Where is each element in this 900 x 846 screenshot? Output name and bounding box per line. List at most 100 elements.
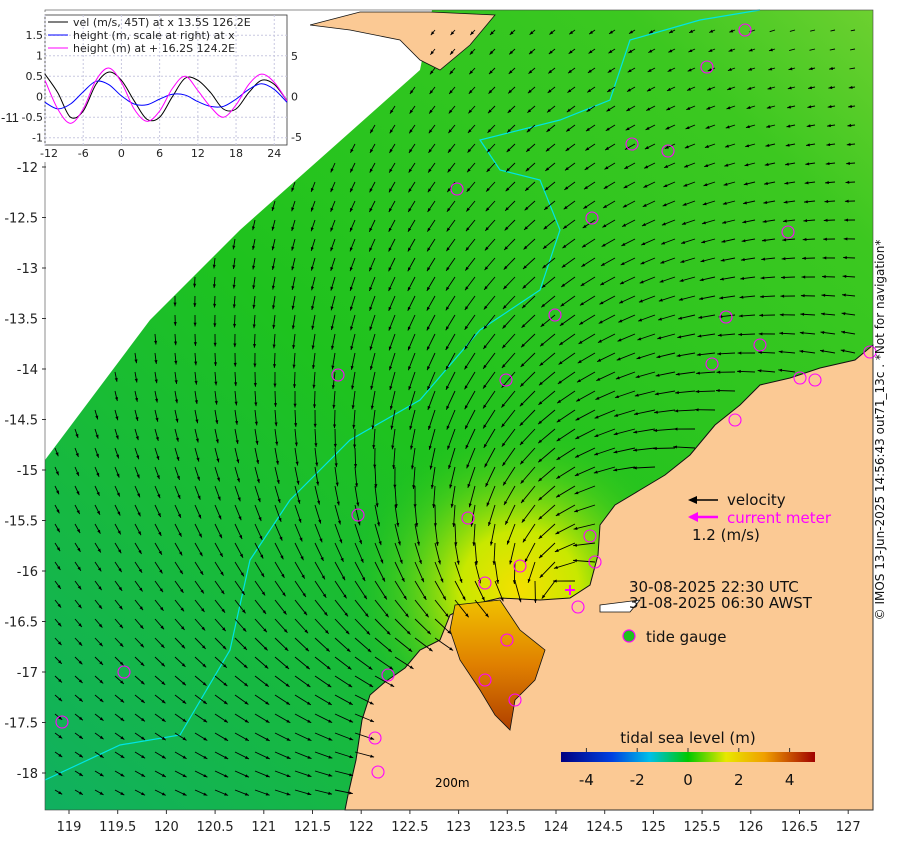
arrow-head xyxy=(783,200,788,204)
arrow-head xyxy=(487,129,492,133)
arrow-head xyxy=(540,342,544,347)
arrow-head xyxy=(409,665,414,669)
arrow-head xyxy=(224,774,229,778)
lat-tick-label: -17 xyxy=(17,666,38,681)
inset-legend-label: vel (m/s, 45T) at x 13.5S 126.2E xyxy=(73,16,251,29)
arrow-head xyxy=(156,456,160,461)
arrow-head xyxy=(843,256,847,260)
arrow-head xyxy=(401,577,405,582)
arrow-head xyxy=(98,605,103,609)
arrow-head xyxy=(218,515,222,520)
arrow-head xyxy=(729,29,734,33)
arrow-head xyxy=(97,567,102,572)
arrow-head xyxy=(723,182,728,186)
inset-y2-tick-label: 5 xyxy=(291,50,298,63)
arrow-head xyxy=(542,264,547,269)
arrow-head xyxy=(653,428,658,432)
arrow-head xyxy=(801,275,806,279)
arrow-head xyxy=(427,630,431,635)
arrow-head xyxy=(541,284,546,288)
lon-tick-label: 122.5 xyxy=(391,820,428,835)
colorbar-tick-label: -2 xyxy=(630,771,645,789)
arrow-head xyxy=(58,791,63,795)
arrow-head xyxy=(485,207,490,212)
arrow-head xyxy=(294,423,298,427)
arrow-head xyxy=(737,369,741,374)
lon-tick-label: 120 xyxy=(154,820,179,835)
arrow-head xyxy=(362,577,366,582)
lon-tick-label: 127 xyxy=(836,820,861,835)
arrow-head xyxy=(699,296,703,301)
arrow-head xyxy=(310,227,314,232)
arrow-head xyxy=(160,625,165,630)
arrow-head xyxy=(485,613,489,618)
arrow-head xyxy=(331,345,335,350)
tide-gauge-marker xyxy=(793,371,807,385)
arrow-head xyxy=(474,561,479,565)
arrow-head xyxy=(649,30,653,34)
arrow-head xyxy=(220,590,225,595)
arrow-head xyxy=(569,30,574,35)
arrow-head xyxy=(606,108,611,112)
arrow-head xyxy=(408,188,412,193)
arrow-head xyxy=(213,303,217,308)
arrow-head xyxy=(58,660,62,664)
arrow-head xyxy=(682,202,687,206)
arrow-head xyxy=(426,267,431,272)
arrow-head xyxy=(119,624,123,629)
arrow-head xyxy=(509,560,513,565)
arrow-head xyxy=(519,402,524,407)
arrow-head xyxy=(428,129,433,134)
arrow-head xyxy=(521,518,526,523)
arrow-head xyxy=(375,503,379,508)
arrow-head xyxy=(539,574,544,578)
arrow-head xyxy=(528,70,533,74)
longitude-axis: 119 119.5 120 120.5 121 121.5 122 122.5 123 123.5… xyxy=(57,810,861,835)
arrow-head xyxy=(311,365,316,369)
credit-text: © IMOS 13-Jun-2025 14:56:43 out71_13c . … xyxy=(873,239,887,621)
arrow-head xyxy=(541,303,546,308)
velocity-arrow xyxy=(810,29,816,32)
arrow-head xyxy=(349,247,353,252)
arrow-head xyxy=(138,550,142,555)
arrow-head xyxy=(215,439,219,444)
arrow-head xyxy=(120,698,125,703)
arrow-head xyxy=(703,183,708,187)
arrow-head xyxy=(553,565,558,569)
arrow-head xyxy=(527,89,532,94)
arrow-head xyxy=(609,30,614,34)
arrow-head xyxy=(243,664,248,669)
arrow-head xyxy=(449,90,453,94)
arrow-head xyxy=(684,145,689,149)
arrow-head xyxy=(198,514,202,519)
arrow-head xyxy=(553,579,557,583)
arrow-head xyxy=(370,736,375,740)
lon-tick-label: 126.5 xyxy=(781,820,818,835)
tide-gauge-marker xyxy=(719,310,733,324)
arrow-head xyxy=(465,227,470,232)
arrow-head xyxy=(98,586,102,591)
tide-gauge-marker xyxy=(117,665,131,679)
arrow-head xyxy=(345,630,350,635)
arrow-head xyxy=(337,520,341,525)
arrow-head xyxy=(786,124,791,128)
arrow-head xyxy=(316,481,320,486)
arrow-head xyxy=(390,425,394,430)
arrow-head xyxy=(699,278,704,282)
arrow-head xyxy=(587,69,592,73)
arrow-head xyxy=(369,247,373,252)
arrow-head xyxy=(137,512,141,517)
arrow-head xyxy=(576,379,581,383)
lat-tick-label: -18 xyxy=(17,767,38,782)
arrow-head xyxy=(544,186,549,191)
arrow-head xyxy=(538,381,543,386)
arrow-head xyxy=(520,479,525,484)
arrow-head xyxy=(827,105,832,109)
tide-gauge-marker xyxy=(331,368,345,382)
arrow-head xyxy=(244,774,249,778)
arrow-head xyxy=(764,162,769,166)
arrow-head xyxy=(481,596,485,601)
arrow-head xyxy=(408,208,412,213)
arrow-head xyxy=(137,493,140,498)
arrow-head xyxy=(330,266,334,271)
